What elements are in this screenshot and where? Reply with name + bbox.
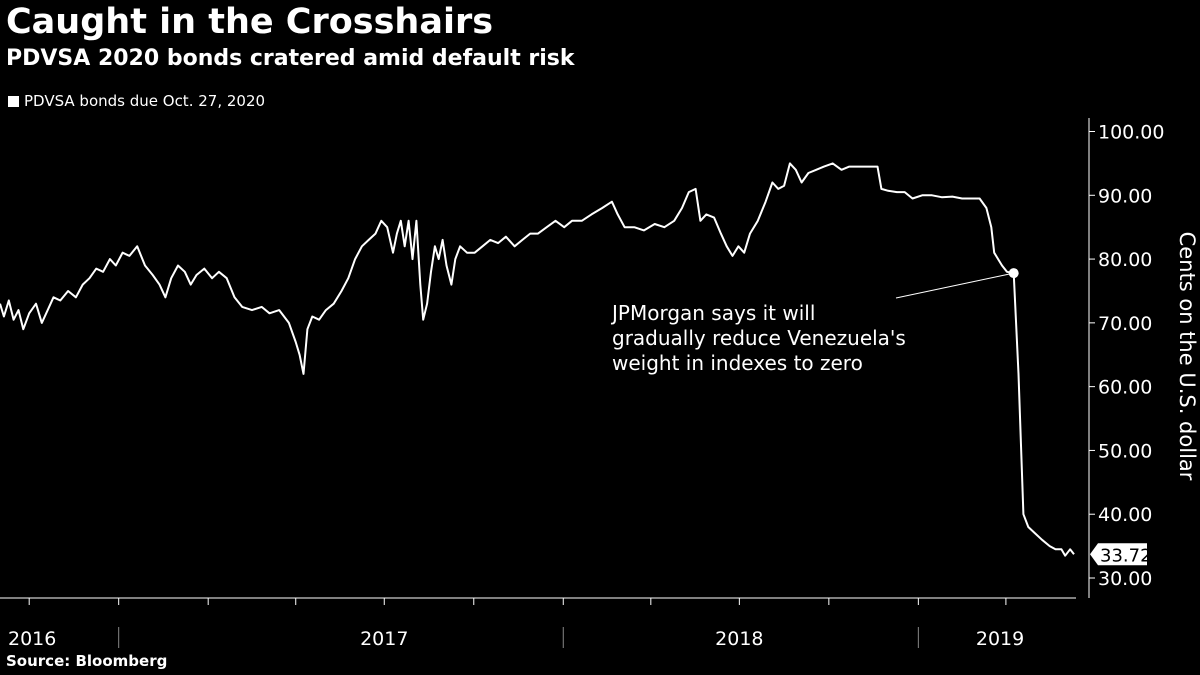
legend-swatch xyxy=(8,95,19,107)
x-tick-label: 2019 xyxy=(976,628,1024,650)
annotation-marker xyxy=(1008,268,1019,279)
y-axis: 100.00 90.00 80.00 70.00 60.00 50.00 40.00 30.0… xyxy=(1088,118,1164,598)
annotation-leader xyxy=(895,272,1014,299)
y-tick-label: 70.00 xyxy=(1098,313,1152,335)
x-tick-label: 2016 xyxy=(8,628,56,650)
annotation-text-line: gradually reduce Venezuela's xyxy=(612,326,906,350)
series-line xyxy=(0,162,1075,557)
annotation-text-line: JPMorgan says it will xyxy=(610,301,815,325)
source-note: Source: Bloomberg xyxy=(6,652,168,670)
y-tick-label: 90.00 xyxy=(1098,185,1152,207)
y-tick-label: 60.00 xyxy=(1098,377,1152,399)
annotation-text-line: weight in indexes to zero xyxy=(612,351,863,375)
legend-label: PDVSA bonds due Oct. 27, 2020 xyxy=(24,92,266,110)
y-axis-title: Cents on the U.S. dollar xyxy=(1175,232,1199,481)
x-tick-label: 2018 xyxy=(715,628,763,650)
y-tick-label: 50.00 xyxy=(1098,440,1152,462)
y-tick-label: 80.00 xyxy=(1098,249,1152,271)
y-tick-label: 100.00 xyxy=(1098,122,1164,144)
chart-subtitle: PDVSA 2020 bonds cratered amid default r… xyxy=(6,46,575,71)
chart-title: Caught in the Crosshairs xyxy=(6,2,494,42)
last-value-box xyxy=(1090,543,1147,566)
last-value-label: 33.72 xyxy=(1090,543,1152,566)
legend: PDVSA bonds due Oct. 27, 2020 xyxy=(8,92,265,110)
y-tick-label: 30.00 xyxy=(1098,568,1152,590)
x-tick-label: 2017 xyxy=(360,628,408,650)
last-value-text: 33.72 xyxy=(1100,545,1152,566)
x-axis: 2016 2017 2018 2019 xyxy=(0,597,1076,650)
y-tick-label: 40.00 xyxy=(1098,504,1152,526)
